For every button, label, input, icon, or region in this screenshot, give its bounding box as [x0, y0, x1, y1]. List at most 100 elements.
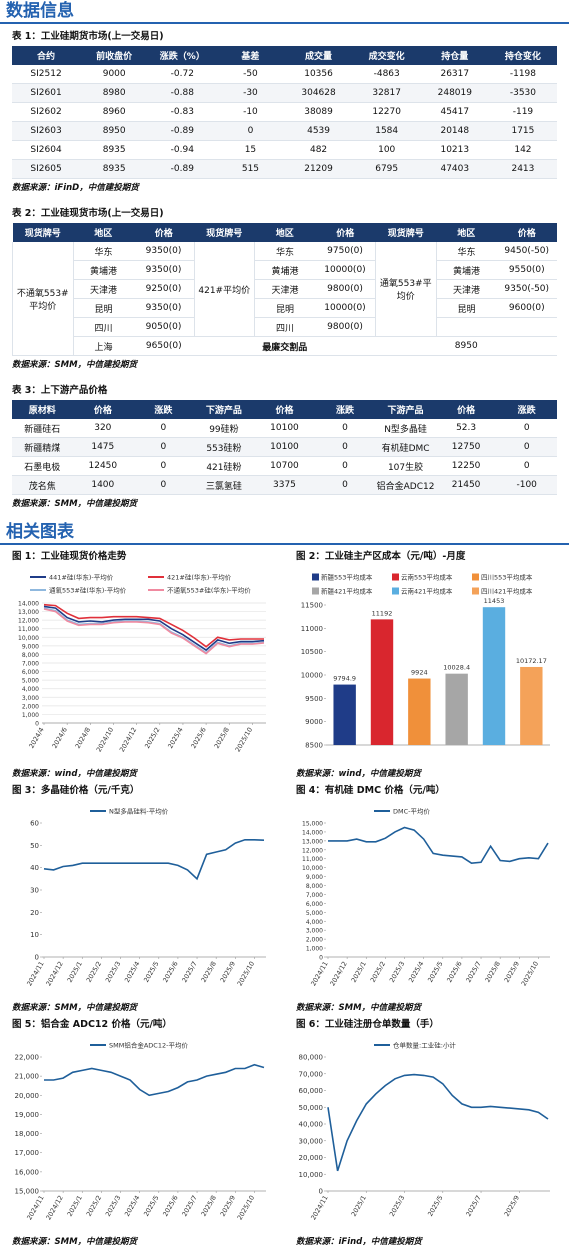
empty-cell	[436, 317, 557, 337]
x-tick-label: 2025/9	[503, 960, 521, 984]
source-note: 数据来源：wind，中信建投期货	[12, 769, 137, 779]
price-cell: 9650(0)	[133, 336, 194, 356]
y-tick-label: 60	[30, 820, 39, 828]
y-tick-label: 30,000	[299, 1137, 324, 1145]
chart: SMM铝合金ADC12-平均价 15,000 16,000 17,000 18,000 1…	[15, 1041, 266, 1221]
y-tick-label: 4,000	[306, 919, 323, 926]
y-tick-label: 10000	[301, 672, 323, 680]
region-cell: 四川	[254, 317, 315, 337]
column-header: 持仓量	[420, 46, 489, 65]
table-row: 新疆精煤 1475 0 553硅粉 10100 0 有机硅DMC 12750 0	[12, 437, 557, 457]
grade-cell: 不通氧553#平均价	[12, 242, 74, 356]
chart: DMC-平均价 0 1,000 2,000 3,000 4,000 5,000 6,000 7,…	[302, 807, 550, 987]
y-tick-label: 0	[319, 1188, 323, 1196]
table-cell: 32817	[352, 83, 421, 103]
source-note: 数据来源：SMM，中信建投期货	[12, 499, 138, 509]
table-cell: SI2512	[12, 65, 81, 84]
table-cell: 0	[133, 475, 194, 495]
y-tick-label: 8,000	[22, 652, 39, 659]
legend-swatch	[472, 573, 479, 581]
y-tick-label: 11,000	[18, 626, 39, 633]
price-cell: 9600(0)	[496, 298, 557, 318]
column-header: 持仓变化	[488, 46, 557, 65]
line	[43, 603, 264, 648]
table-cell: 3375	[254, 475, 315, 495]
table-cell: 47403	[420, 159, 489, 179]
region-cell: 黄埔港	[73, 260, 134, 280]
region-cell: 华东	[73, 242, 134, 261]
y-tick-label: 9,000	[306, 874, 323, 881]
price-cell: 10000(0)	[315, 260, 376, 280]
column-header: 现货牌号	[12, 223, 73, 242]
table-cell: 8960	[80, 102, 149, 122]
column-header: 基差	[216, 46, 285, 65]
table-cell: 52.3	[435, 419, 497, 438]
y-tick-label: 7,000	[22, 661, 39, 668]
price-cell: 9550(0)	[496, 260, 557, 280]
data-table: 合约 前收盘价 涨跌（%） 基差 成交量 成交变化 持仓量 持仓变化 SI2512 9000 -0.…	[12, 46, 557, 179]
legend-label: 云南421平均成本	[401, 587, 453, 596]
y-tick-label: 15,000	[302, 821, 323, 828]
y-tick-label: 9,000	[22, 643, 39, 650]
legend-label: DMC-平均价	[393, 807, 430, 816]
table-cell: 26317	[420, 65, 489, 84]
table-cell: 三氯氢硅	[193, 475, 255, 495]
grade-cell: 421#平均价	[193, 242, 255, 337]
table-cell: -0.72	[148, 65, 217, 84]
table-cell: 107生胶	[375, 456, 436, 476]
table-cell: -119	[488, 102, 557, 122]
region-cell: 天津港	[436, 279, 497, 299]
price-cell: 9450(-50)	[496, 242, 557, 261]
column-header: 原材料	[12, 400, 73, 419]
section-title: 数据信息	[0, 0, 569, 24]
table-row: 昆明 9350(0) 昆明 10000(0) 昆明 9600(0)	[13, 298, 557, 318]
y-tick-label: 6,000	[306, 901, 323, 908]
line	[43, 605, 265, 652]
table-cell: 1715	[488, 121, 557, 141]
bar	[370, 619, 394, 745]
y-tick-label: 0	[35, 954, 39, 962]
table-cell: 12450	[72, 456, 134, 476]
region-cell: 黄埔港	[436, 260, 497, 280]
region-cell: 昆明	[73, 298, 134, 318]
legend-label: 新疆553平均成本	[321, 573, 373, 582]
y-tick-label: 1,000	[306, 946, 323, 953]
table-cell: 0	[314, 419, 376, 438]
table-cell: -30	[216, 83, 285, 103]
value-label: 9794.9	[333, 675, 356, 683]
figure: 图 5：铝合金 ADC12 价格（元/吨） SMM铝合金ADC12-平均价 15,0…	[0, 1017, 284, 1251]
source-note: 数据来源：SMM，中信建投期货	[12, 1237, 138, 1247]
chart: 441#硅(华东)-平均价 421#硅(华东)-平均价通氧553#硅(华东)-平均…	[18, 573, 266, 753]
source-note: 数据来源：SMM，中信建投期货	[12, 1003, 138, 1013]
chart: 仓单数量:工业硅:小计 0 10,000 20,000 30,000 40,000 50,0…	[299, 1041, 550, 1221]
x-tick-label: 2025/2	[85, 1194, 103, 1218]
column-header: 成交量	[284, 46, 353, 65]
x-tick-label: 2024/6	[51, 726, 69, 750]
region-cell: 昆明	[436, 298, 497, 318]
header-row: 原材料 价格 涨跌 下游产品 价格 涨跌 下游产品 价格 涨跌	[12, 400, 557, 419]
x-tick-label: 2025/4	[123, 1194, 141, 1218]
table-cell: -10	[216, 102, 285, 122]
y-tick-label: 2,000	[306, 937, 323, 944]
source-note: 数据来源：iFind，中信建投期货	[296, 1237, 422, 1247]
table-cell: 0	[496, 419, 557, 438]
legend-swatch	[392, 587, 399, 595]
table-row: SI2601 8980 -0.88 -30 304628 32817 248019 -3530	[12, 83, 557, 103]
price-cell: 9350(0)	[133, 242, 194, 261]
legend-swatch	[392, 573, 399, 581]
y-tick-label: 8500	[305, 742, 323, 750]
table-cell: 1475	[72, 437, 134, 457]
figure-title: 图 6：工业硅注册仓单数量（手）	[296, 1019, 439, 1030]
x-tick-label: 2024/12	[118, 726, 138, 753]
source-note: 数据来源：iFinD，中信建投期货	[12, 183, 139, 193]
table-cell: 0	[314, 475, 376, 495]
table-cell: SI2605	[12, 159, 81, 179]
x-tick-label: 2025/1	[66, 960, 84, 984]
table-row: 石墨电极 12450 0 421硅粉 10700 0 107生胶 12250 0	[12, 456, 557, 476]
table-title: 表 3：上下游产品价格	[12, 385, 108, 396]
table-cell: 100	[352, 140, 421, 160]
x-tick-label: 2025/9	[503, 1194, 521, 1218]
price-cell: 9350(0)	[133, 260, 194, 280]
